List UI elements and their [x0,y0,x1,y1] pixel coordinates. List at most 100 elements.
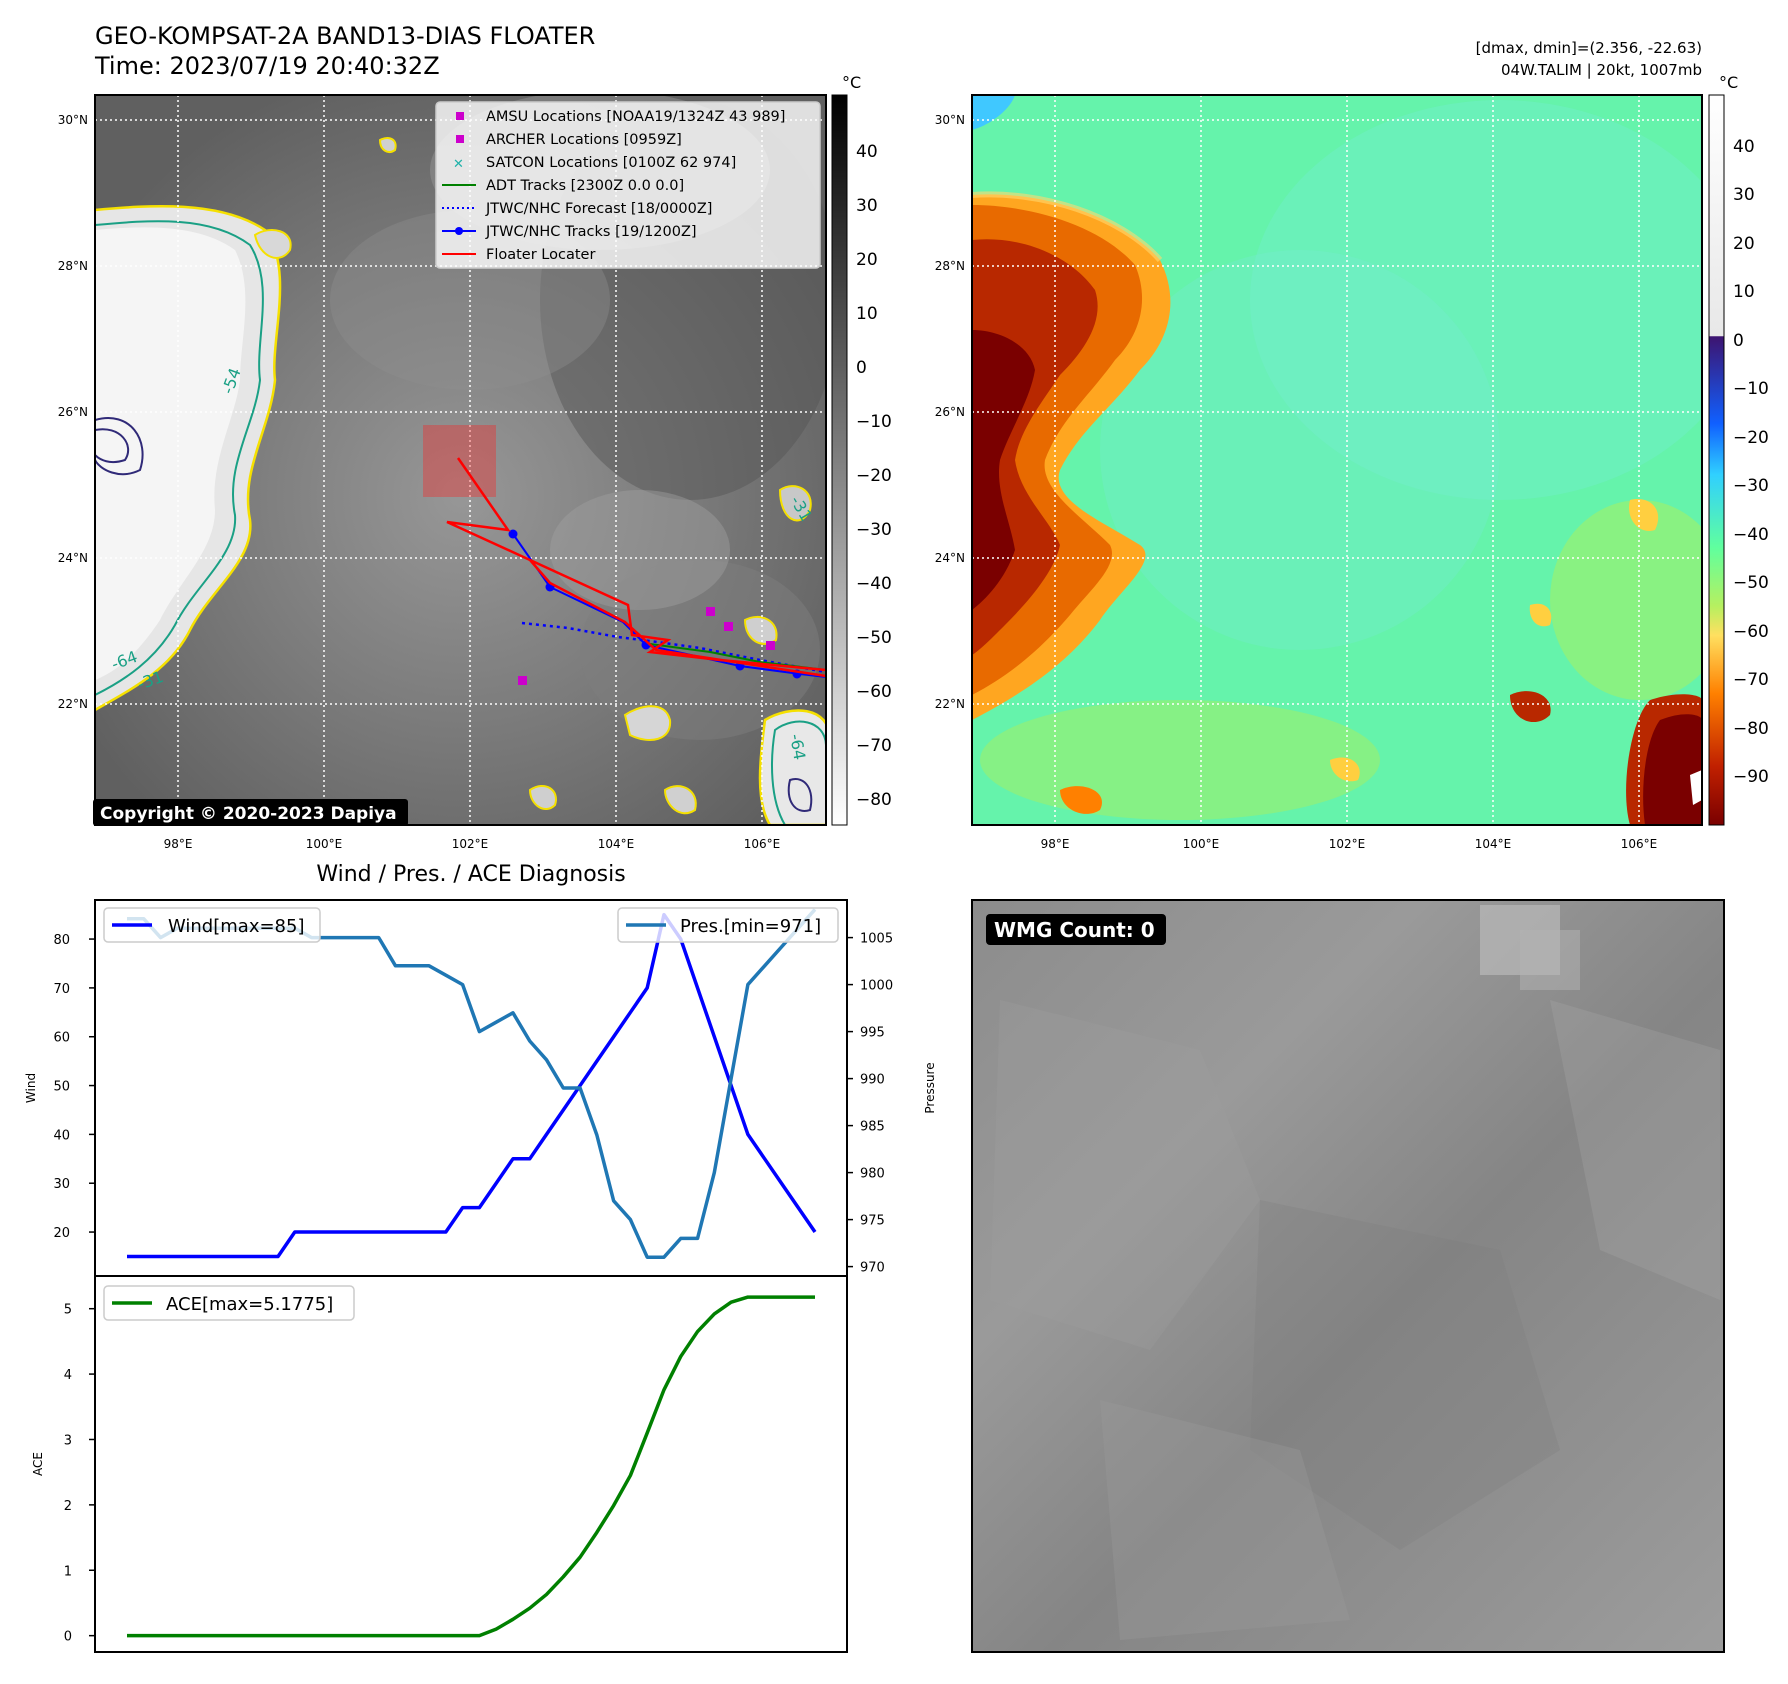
ace-y-axis: 0 1 2 3 4 5 [64,1303,95,1645]
wmg-count-label: WMG Count: 0 [994,918,1155,942]
contour-label-5: -64 [786,732,809,761]
ir-lon-labels: 98°E 100°E 102°E 104°E 106°E [164,837,781,851]
copyright-badge: Copyright © 2020-2023 Dapiya [93,799,408,826]
ace-y-tick-label: 4 [64,1368,72,1383]
legend-adt: ADT Tracks [2300Z 0.0 0.0] [486,178,684,194]
ir-lon-106: 106°E [744,837,781,851]
pressure-legend: Pres.[min=971] [617,907,839,943]
color-colorbar-ticks: 40 30 20 10 0 −10 −20 −30 −40 −50 −60 −7… [1733,137,1769,787]
copyright-text: Copyright © 2020-2023 Dapiya [100,804,397,824]
legend-amsu: AMSU Locations [NOAA19/1324Z 43 989] [486,109,785,125]
wind-y-tick-label: 50 [53,1080,70,1095]
color-lat-30: 30°N [935,113,965,127]
ir-cbar-tick-m10: −10 [856,412,892,432]
ir-cbar-tick-30: 30 [856,196,878,216]
wind-y-tick-label: 70 [53,982,70,997]
ir-colorbar [831,94,848,826]
color-colorbar-unit: °C [1719,73,1738,92]
dmax-dmin-label: [dmax, dmin]=(2.356, -22.63) [1476,39,1702,57]
pressure-y-tick-label: 980 [860,1167,885,1182]
legend-satcon: SATCON Locations [0100Z 62 974] [486,155,736,171]
color-cbar-tick-40: 40 [1733,137,1755,157]
jtwc-forecast-track [521,621,826,674]
wmg-panel: WMG Count: 0 [971,899,1725,1653]
legend-forecast: JTWC/NHC Forecast [18/0000Z] [485,201,712,217]
wind-y-tick-label: 80 [53,933,70,948]
pressure-y-axis: 970 975 980 985 990 995 1000 1005 [847,932,893,1276]
ir-cbar-tick-20: 20 [856,250,878,270]
ir-lat-30: 30°N [58,113,88,127]
color-lon-98: 98°E [1041,837,1070,851]
satcon-legend-marker: ✕ [453,157,464,172]
pressure-y-tick-label: 995 [860,1026,885,1041]
color-cbar-tick-m30: −30 [1733,476,1769,496]
ir-colorbar-unit: °C [842,73,861,92]
ace-y-tick-label: 3 [64,1433,72,1448]
archer-legend-marker [456,135,464,143]
pressure-y-tick-label: 990 [860,1073,885,1088]
ir-cbar-tick-0: 0 [856,358,867,378]
ir-cbar-tick-m40: −40 [856,574,892,594]
color-cbar-tick-m60: −60 [1733,622,1769,642]
color-lon-102: 102°E [1329,837,1366,851]
ir-lon-102: 102°E [452,837,489,851]
color-lat-22: 22°N [935,697,965,711]
color-lat-28: 28°N [935,259,965,273]
pressure-y-tick-label: 975 [860,1214,885,1229]
wind-y-tick-label: 20 [53,1226,70,1241]
color-cbar-tick-m80: −80 [1733,719,1769,739]
ace-legend: ACE[max=5.1775] [103,1285,355,1321]
ace-y-tick-label: 1 [64,1564,72,1579]
ir-lat-labels: 30°N 28°N 26°N 24°N 22°N [58,113,88,711]
wind-y-tick-label: 40 [53,1128,70,1143]
color-cbar-tick-m90: −90 [1733,767,1769,787]
ir-legend: AMSU Locations [NOAA19/1324Z 43 989] ARC… [435,101,821,269]
color-cbar-tick-m20: −20 [1733,428,1769,448]
pressure-axis-label: Pressure [923,1062,937,1113]
color-lat-26: 26°N [935,405,965,419]
ir-colorbar-ticks: 40 30 20 10 0 −10 −20 −30 −40 −50 −60 −7… [856,142,892,810]
color-cbar-tick-10: 10 [1733,282,1755,302]
ir-cbar-tick-m20: −20 [856,466,892,486]
ir-lon-98: 98°E [164,837,193,851]
ir-lon-104: 104°E [598,837,635,851]
wind-legend-label: Wind[max=85] [168,916,305,937]
ace-chart: 0 1 2 3 4 5 ACE ACE[max=5.1775] [31,1275,848,1653]
storm-info-label: 04W.TALIM | 20kt, 1007mb [1501,61,1702,79]
legend-floater: Floater Locater [486,247,595,263]
ir-cbar-tick-m70: −70 [856,736,892,756]
figure-time: Time: 2023/07/19 20:40:32Z [94,52,440,80]
fix-location-markers [518,607,775,685]
ir-cbar-tick-10: 10 [856,304,878,324]
color-lat-24: 24°N [935,551,965,565]
color-cbar-tick-30: 30 [1733,185,1755,205]
ir-lat-26: 26°N [58,405,88,419]
color-lat-labels: 30°N 28°N 26°N 24°N 22°N [935,113,965,711]
color-cbar-tick-m70: −70 [1733,670,1769,690]
ir-map-frame [94,94,827,826]
wind-legend: Wind[max=85] [103,907,321,943]
color-cbar-tick-20: 20 [1733,234,1755,254]
ace-axis-label: ACE [31,1452,45,1476]
ir-cbar-tick-m50: −50 [856,628,892,648]
ir-cbar-tick-m60: −60 [856,682,892,702]
legend-archer: ARCHER Locations [0959Z] [486,132,682,148]
ir-cbar-tick-40: 40 [856,142,878,162]
wind-y-tick-label: 30 [53,1177,70,1192]
color-colorbar [1708,94,1725,826]
pressure-y-tick-label: 1000 [860,979,893,994]
color-lon-104: 104°E [1475,837,1512,851]
color-cbar-tick-m10: −10 [1733,379,1769,399]
color-map-panel [972,95,1702,825]
color-lon-100: 100°E [1183,837,1220,851]
ir-lat-28: 28°N [58,259,88,273]
legend-tracks: JTWC/NHC Tracks [19/1200Z] [485,224,697,240]
color-lon-labels: 98°E 100°E 102°E 104°E 106°E [1041,837,1658,851]
wind-pressure-chart: 20 30 40 50 60 70 80 970 975 980 985 990 995 1000 100… [24,899,937,1277]
color-cbar-tick-m50: −50 [1733,573,1769,593]
ir-lat-24: 24°N [58,551,88,565]
color-gridlines [972,95,1702,825]
ir-cbar-tick-m80: −80 [856,790,892,810]
ir-lon-100: 100°E [306,837,343,851]
pressure-y-tick-label: 1005 [860,932,893,947]
